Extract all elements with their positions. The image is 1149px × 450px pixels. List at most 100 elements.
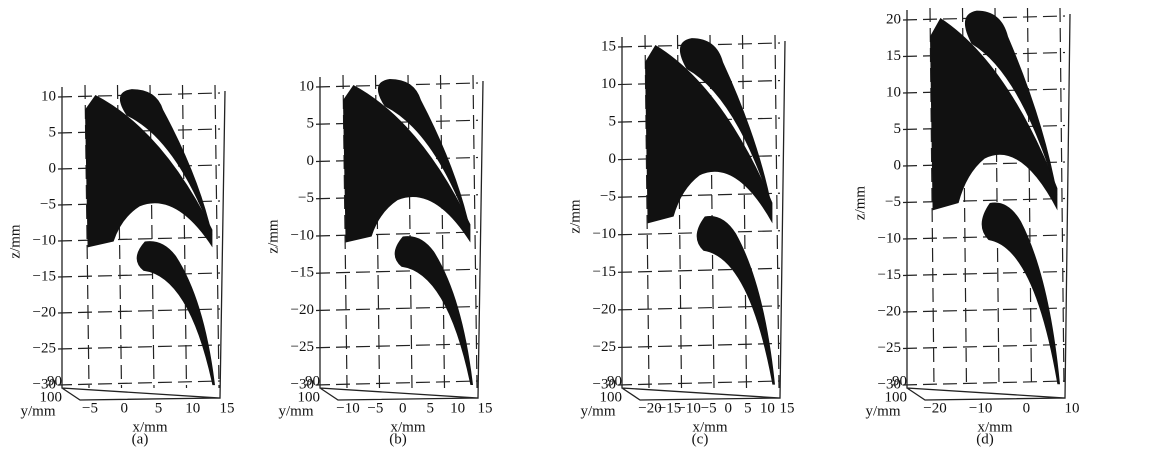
z-tick-label: −25 — [593, 339, 616, 355]
grid-line — [315, 231, 479, 237]
grid-line — [994, 7, 1000, 389]
blade — [679, 38, 773, 210]
grid-line — [902, 234, 1066, 240]
grid-line — [741, 34, 748, 389]
z-tick-label: 10 — [886, 84, 901, 100]
z-tick-label: −25 — [291, 339, 314, 355]
grid-line — [617, 305, 781, 311]
z-tick-label: −5 — [298, 190, 314, 206]
z-tick-label: −10 — [878, 230, 901, 246]
y-tick-label: 100 — [885, 389, 908, 405]
z-tick-label: −10 — [33, 232, 56, 248]
x-tick-label: −5 — [82, 400, 98, 416]
grid-line — [57, 236, 221, 242]
x-axis-label: x/mm — [977, 419, 1012, 435]
x-tick-label: 15 — [478, 400, 493, 416]
grid-line — [617, 267, 781, 273]
surface — [85, 95, 213, 248]
frame — [61, 87, 226, 401]
y-tick-label: 100 — [40, 389, 63, 405]
grid-line — [902, 197, 1066, 204]
z-tick-label: −5 — [600, 189, 616, 205]
grid-line — [902, 51, 1066, 58]
x-tick-label: 10 — [450, 400, 465, 416]
y-axis-label: y/mm — [580, 403, 615, 419]
grid-line — [149, 84, 155, 389]
grid-line — [315, 343, 479, 349]
x-axis-label: x/mm — [132, 419, 167, 435]
z-tick-label: 5 — [49, 124, 57, 140]
grid-line — [57, 272, 221, 278]
y-tick-label: 100 — [298, 389, 321, 405]
z-tick-label: −30 — [593, 376, 616, 392]
z-tick-label: 5 — [894, 121, 902, 137]
z-tick-label: 15 — [601, 38, 616, 54]
grid-line — [1059, 7, 1065, 389]
y-tick-label: 100 — [600, 389, 623, 405]
grid-line — [902, 270, 1066, 277]
x-tick-label: 0 — [121, 400, 129, 416]
grid-line — [902, 380, 1066, 386]
x-tick-label: 10 — [185, 400, 200, 416]
grid-line — [57, 344, 221, 350]
blade — [119, 89, 213, 236]
grid-line — [407, 74, 413, 389]
x-tick-label: −20 — [638, 400, 661, 416]
x-tick-label: −20 — [923, 400, 946, 416]
z-axis-label: z/mm — [852, 186, 868, 220]
blade — [377, 78, 471, 231]
grid-line — [774, 34, 780, 389]
z-tick-label: −10 — [291, 227, 314, 243]
grid-line — [315, 305, 479, 312]
grid-line — [214, 84, 220, 389]
z-axis-label: z/mm — [7, 224, 23, 258]
caption: (d) — [976, 431, 994, 447]
z-tick-label: −5 — [885, 194, 901, 210]
z-tick-label: −30 — [291, 376, 314, 392]
x-tick-label: 15 — [780, 400, 795, 416]
z-tick-label: −15 — [291, 265, 314, 281]
x-tick-label: 5 — [426, 400, 434, 416]
y-tick-label: 90 — [607, 373, 622, 389]
z-tick-label: 0 — [49, 160, 57, 176]
z-tick-label: 0 — [307, 153, 315, 169]
surface — [930, 18, 1058, 211]
x-tick-label: 0 — [399, 400, 407, 416]
grid-line — [902, 307, 1066, 313]
y-tick-label: 90 — [892, 373, 907, 389]
x-tick-label: 10 — [1065, 400, 1080, 416]
frame — [621, 37, 786, 401]
z-tick-label: −20 — [33, 304, 56, 320]
blade — [964, 10, 1058, 196]
z-tick-label: −10 — [593, 226, 616, 242]
grid-line — [315, 380, 479, 386]
x-tick-label: −10 — [969, 400, 992, 416]
caption: (b) — [389, 431, 407, 447]
x-tick-label: 0 — [1023, 400, 1031, 416]
x-tick-label: −15 — [658, 400, 681, 416]
caption: (a) — [132, 431, 149, 447]
z-tick-label: −25 — [33, 340, 56, 356]
z-tick-label: −25 — [878, 340, 901, 356]
z-tick-label: 20 — [886, 11, 901, 27]
y-axis-label: y/mm — [20, 403, 55, 419]
grid-line — [439, 74, 446, 389]
z-tick-label: −5 — [40, 196, 56, 212]
y-axis-label: y/mm — [865, 403, 900, 419]
x-axis-label: x/mm — [692, 419, 727, 435]
z-tick-label: −15 — [33, 268, 56, 284]
x-tick-label: −5 — [367, 400, 383, 416]
grid-line — [1026, 7, 1033, 389]
grid-line — [57, 380, 221, 386]
grid-line — [617, 192, 781, 198]
x-tick-label: 5 — [744, 400, 752, 416]
x-tick-label: −10 — [336, 400, 359, 416]
grid-line — [181, 84, 188, 389]
caption: (c) — [692, 431, 709, 447]
grid-line — [617, 380, 781, 386]
z-tick-label: −15 — [878, 267, 901, 283]
surface — [343, 85, 471, 243]
